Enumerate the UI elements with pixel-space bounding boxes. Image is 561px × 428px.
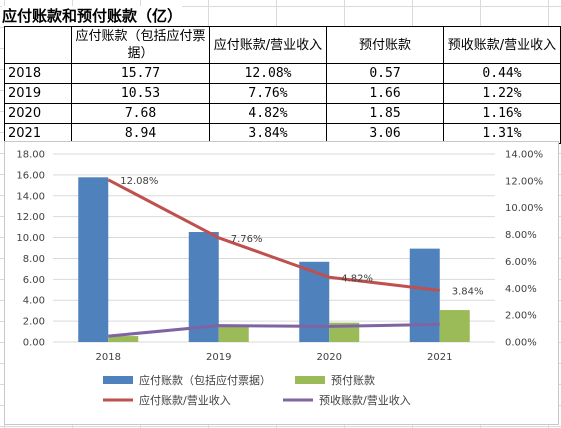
line-data-label: 7.76% bbox=[231, 234, 263, 245]
legend-label: 预付账款 bbox=[331, 373, 375, 387]
right-axis-tick-label: 8.00% bbox=[505, 230, 537, 241]
left-axis-tick-label: 12.00 bbox=[16, 212, 45, 223]
prepayments-cell[interactable]: 0.57 bbox=[326, 63, 444, 84]
header-cell-advance-ratio[interactable]: 预收账款/营业收入 bbox=[443, 26, 561, 64]
combo-chart[interactable]: 0.00 2.00 4.00 6.00 8.00 10.00 12.00 14.00 16.00… bbox=[4, 141, 559, 425]
x-axis-tick-label: 2018 bbox=[96, 352, 121, 363]
right-axis-tick-label: 14.00% bbox=[505, 150, 543, 161]
line-data-label: 4.82% bbox=[341, 273, 373, 284]
table-row: 2021 8.94 3.84% 3.06 1.31% bbox=[4, 123, 561, 144]
left-axis-tick-label: 6.00 bbox=[23, 275, 45, 286]
right-axis-tick-label: 0.00% bbox=[505, 338, 537, 349]
advance-ratio-cell[interactable]: 1.22% bbox=[443, 83, 561, 104]
legend-label: 预收账款/营业收入 bbox=[319, 393, 411, 407]
table-row: 2019 10.53 7.76% 1.66 1.22% bbox=[4, 83, 561, 104]
left-axis-tick-label: 8.00 bbox=[23, 254, 45, 265]
year-cell[interactable]: 2019 bbox=[4, 83, 72, 104]
table-row: 2018 15.77 12.08% 0.57 0.44% bbox=[4, 63, 561, 84]
advance-ratio-cell[interactable]: 0.44% bbox=[443, 63, 561, 84]
bar bbox=[188, 232, 219, 342]
series-line bbox=[108, 322, 440, 338]
x-axis-tick-label: 2019 bbox=[206, 352, 231, 363]
advance-ratio-cell[interactable]: 1.31% bbox=[443, 123, 561, 144]
payables-ratio-cell[interactable]: 4.82% bbox=[209, 103, 327, 124]
bar bbox=[78, 177, 109, 342]
left-axis-tick-label: 14.00 bbox=[16, 191, 45, 202]
x-axis-tick-label: 2021 bbox=[427, 352, 452, 363]
payables-cell[interactable]: 7.68 bbox=[71, 103, 210, 124]
header-cell-prepayments[interactable]: 预付账款 bbox=[326, 26, 444, 64]
right-axis-tick-label: 6.00% bbox=[505, 257, 537, 268]
left-axis-tick-label: 16.00 bbox=[16, 170, 45, 181]
header-cell-payables-ratio[interactable]: 应付账款/营业收入 bbox=[209, 26, 327, 64]
right-axis-tick-label: 2.00% bbox=[505, 311, 537, 322]
chart-canvas: 0.00 2.00 4.00 6.00 8.00 10.00 12.00 14.00 16.00… bbox=[16, 150, 543, 408]
series-line bbox=[107, 178, 440, 292]
bar bbox=[439, 310, 470, 342]
left-axis-tick-label: 0.00 bbox=[23, 338, 45, 349]
table-header-row: 应付账款（包括应付票据） 应付账款/营业收入 预付账款 预收账款/营业收入 bbox=[4, 26, 561, 64]
x-axis-tick-label: 2020 bbox=[317, 352, 342, 363]
advance-ratio-cell[interactable]: 1.16% bbox=[443, 103, 561, 124]
table-row: 2020 7.68 4.82% 1.85 1.16% bbox=[4, 103, 561, 124]
payables-cell[interactable]: 10.53 bbox=[71, 83, 210, 104]
bar bbox=[299, 261, 330, 342]
left-axis-tick-label: 10.00 bbox=[16, 233, 45, 244]
bar bbox=[108, 336, 139, 342]
header-cell-empty[interactable] bbox=[4, 26, 72, 64]
legend-label: 应付账款/营业收入 bbox=[139, 393, 231, 407]
year-cell[interactable]: 2020 bbox=[4, 103, 72, 124]
year-cell[interactable]: 2018 bbox=[4, 63, 72, 84]
header-cell-payables[interactable]: 应付账款（包括应付票据） bbox=[71, 26, 210, 64]
line-data-label: 12.08% bbox=[120, 176, 158, 187]
line-data-label: 3.84% bbox=[452, 286, 484, 297]
data-table: 应付账款（包括应付票据） 应付账款/营业收入 预付账款 预收账款/营业收入 20… bbox=[4, 26, 561, 144]
left-axis-tick-label: 18.00 bbox=[16, 150, 45, 161]
right-axis-tick-label: 10.00% bbox=[505, 203, 543, 214]
right-axis-tick-label: 4.00% bbox=[505, 284, 537, 295]
legend-swatch bbox=[103, 376, 133, 384]
left-axis-tick-label: 2.00 bbox=[23, 317, 45, 328]
prepayments-cell[interactable]: 1.85 bbox=[326, 103, 444, 124]
bar bbox=[218, 324, 249, 342]
left-axis-tick-label: 4.00 bbox=[23, 296, 45, 307]
payables-ratio-cell[interactable]: 7.76% bbox=[209, 83, 327, 104]
payables-ratio-cell[interactable]: 12.08% bbox=[209, 63, 327, 84]
prepayments-cell[interactable]: 1.66 bbox=[326, 83, 444, 104]
legend-swatch bbox=[295, 376, 325, 384]
bar bbox=[409, 248, 440, 342]
legend-label: 应付账款（包括应付票据） bbox=[139, 373, 271, 387]
payables-cell[interactable]: 15.77 bbox=[71, 63, 210, 84]
sheet-title[interactable]: 应付账款和预付账款（亿） bbox=[2, 6, 183, 26]
right-axis-tick-label: 12.00% bbox=[505, 176, 543, 187]
